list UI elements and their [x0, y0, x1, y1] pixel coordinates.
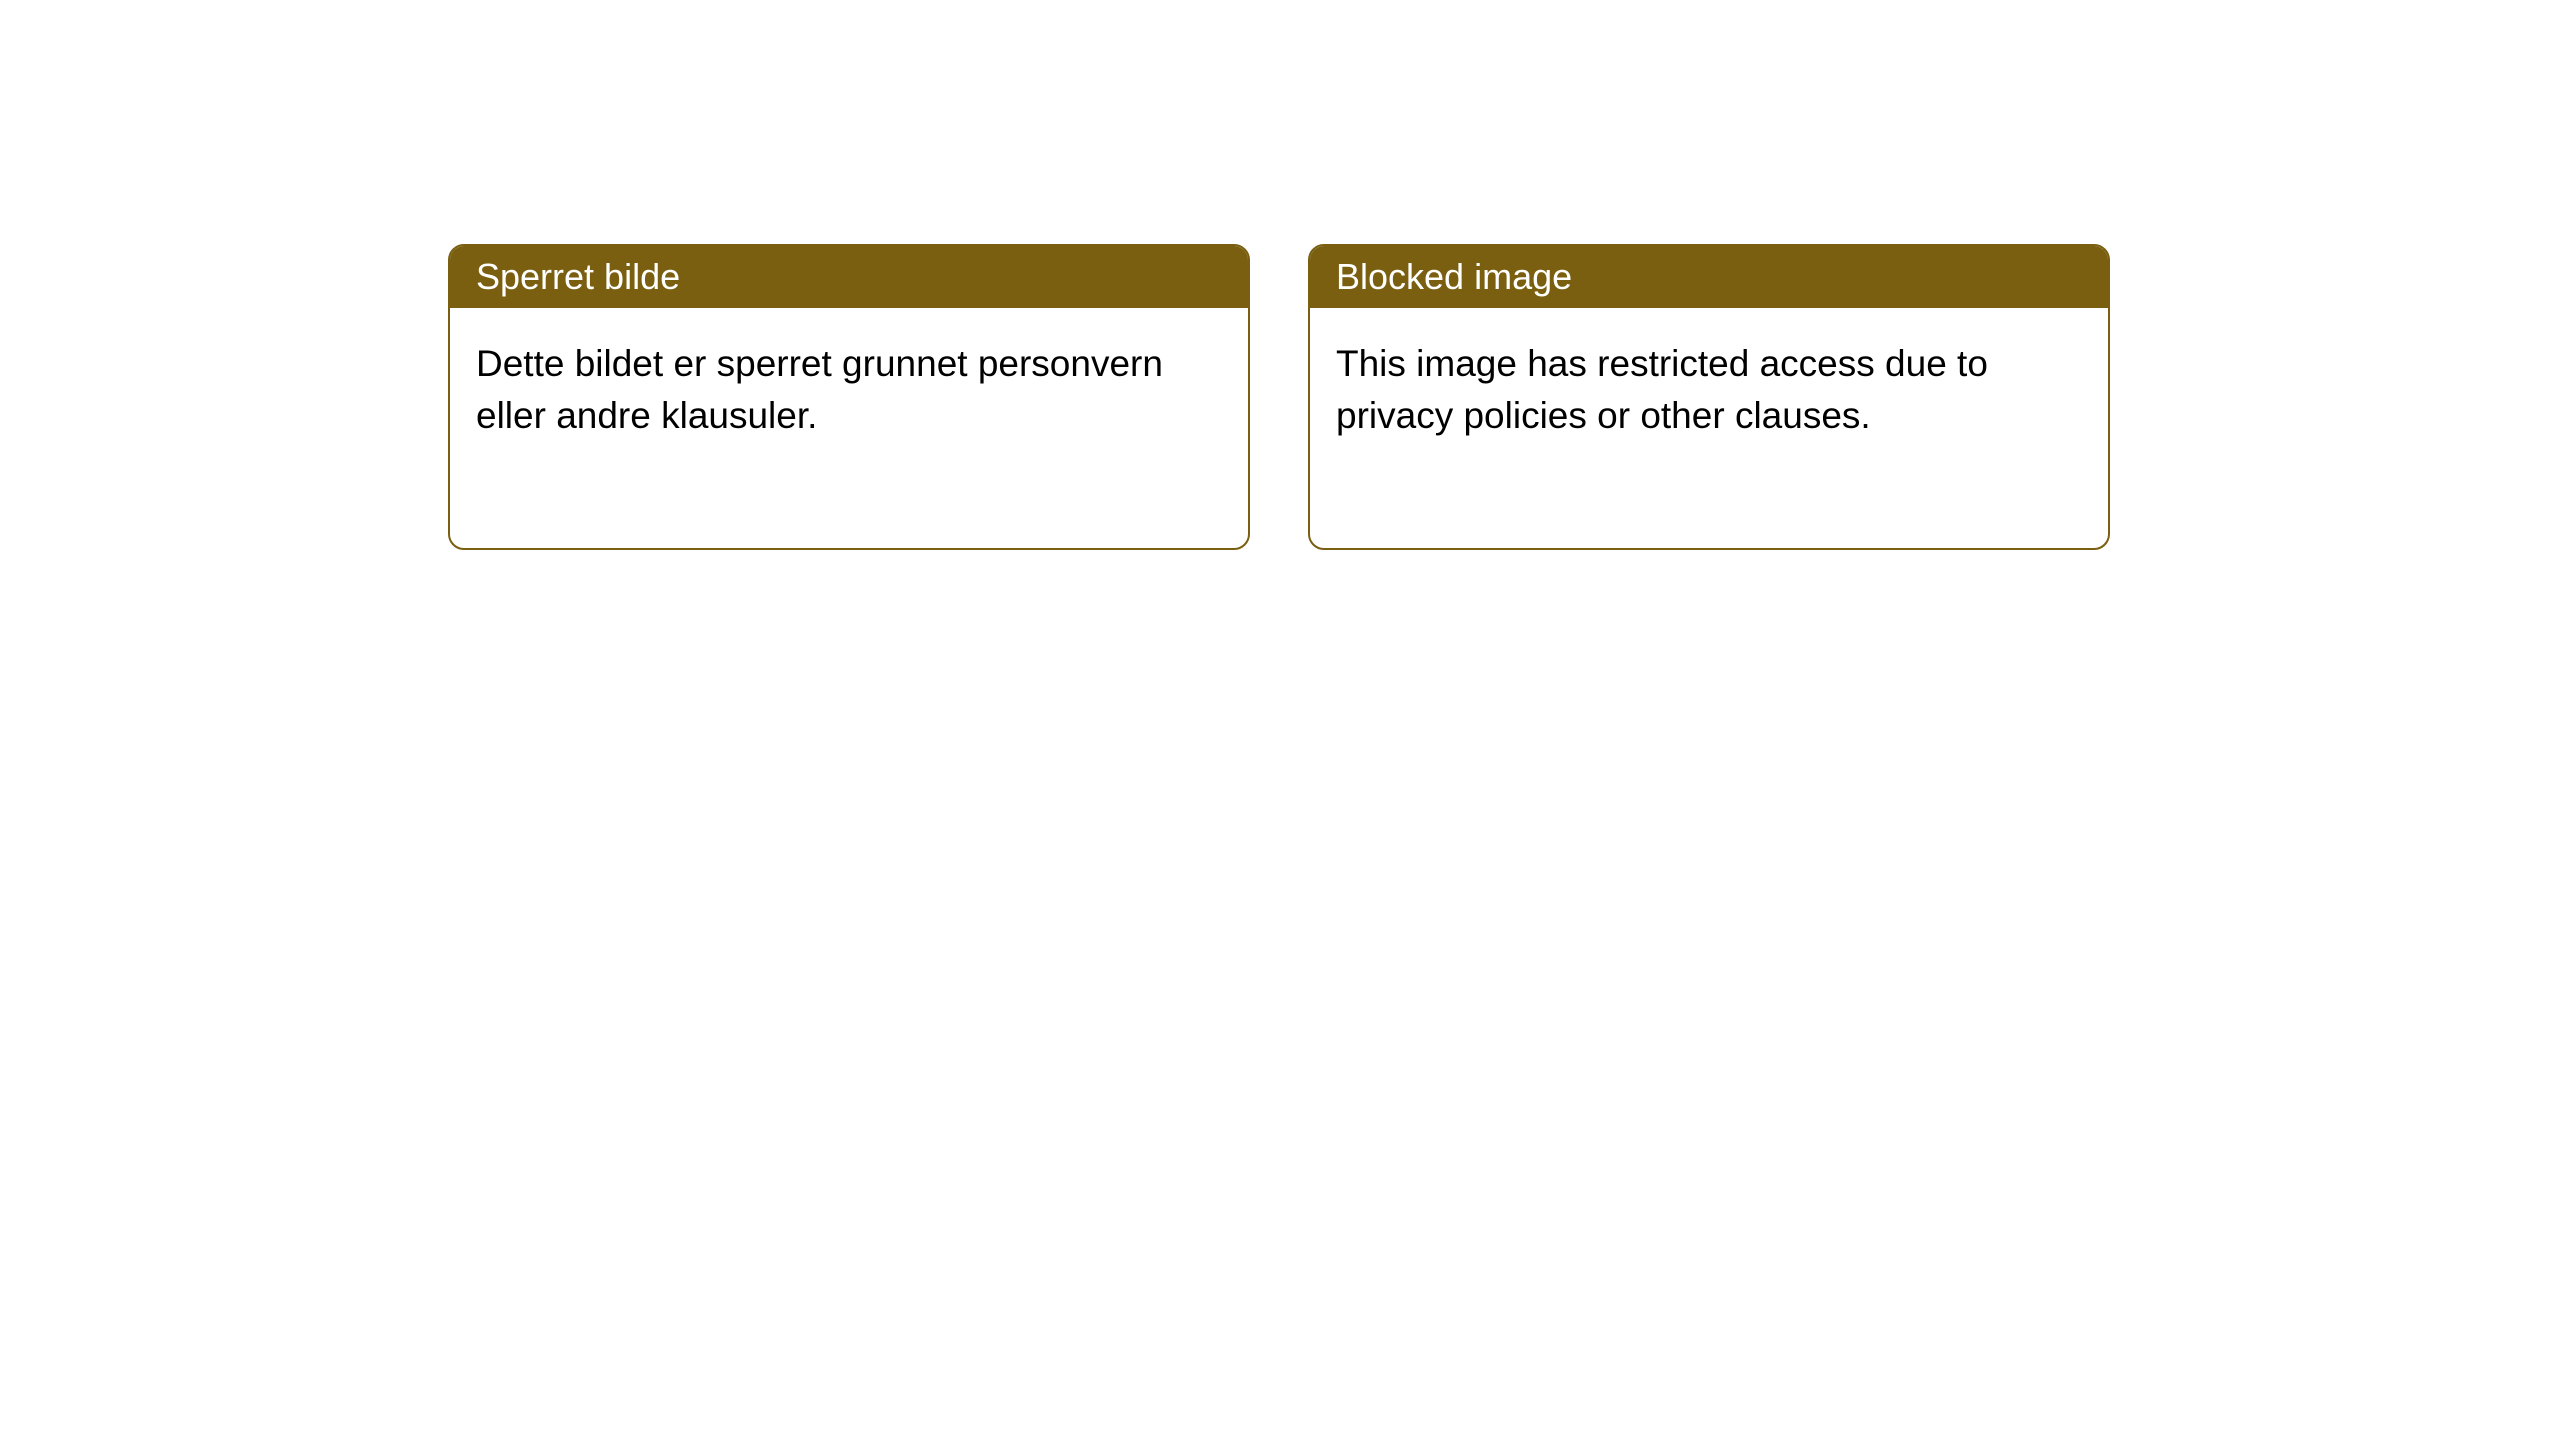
- card-body: Dette bildet er sperret grunnet personve…: [450, 308, 1248, 548]
- card-body: This image has restricted access due to …: [1310, 308, 2108, 548]
- card-header: Sperret bilde: [450, 246, 1248, 308]
- card-header: Blocked image: [1310, 246, 2108, 308]
- card-message: Dette bildet er sperret grunnet personve…: [476, 338, 1222, 442]
- notice-cards-container: Sperret bilde Dette bildet er sperret gr…: [448, 244, 2110, 550]
- card-title: Sperret bilde: [476, 256, 680, 297]
- card-message: This image has restricted access due to …: [1336, 338, 2082, 442]
- notice-card-english: Blocked image This image has restricted …: [1308, 244, 2110, 550]
- card-title: Blocked image: [1336, 256, 1572, 297]
- notice-card-norwegian: Sperret bilde Dette bildet er sperret gr…: [448, 244, 1250, 550]
